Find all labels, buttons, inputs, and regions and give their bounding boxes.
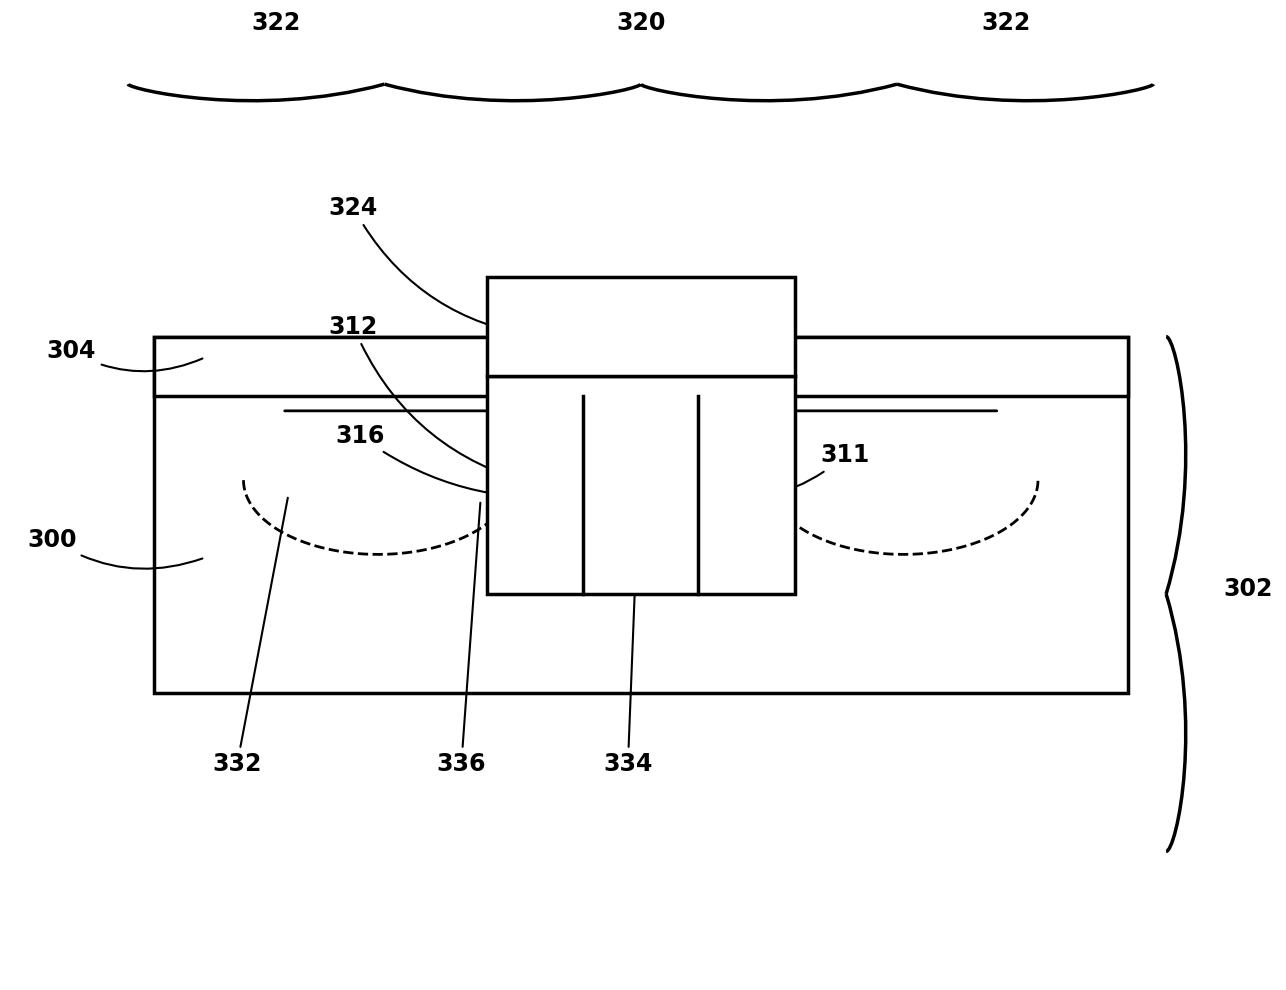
Bar [154, 337, 1128, 396]
Text: 302: 302 [1224, 577, 1273, 601]
Bar [154, 337, 1128, 693]
Bar [487, 376, 795, 594]
Text: 320: 320 [616, 11, 665, 35]
Text: 316: 316 [336, 424, 580, 498]
Text: 300: 300 [27, 528, 202, 568]
Text: 332: 332 [212, 498, 288, 776]
Text: 311: 311 [701, 444, 869, 499]
Text: 322: 322 [251, 11, 300, 35]
Text: 322: 322 [981, 11, 1030, 35]
Text: 304: 304 [46, 340, 202, 371]
Text: 324: 324 [329, 196, 535, 337]
Bar [487, 277, 795, 376]
Text: 334: 334 [603, 446, 652, 776]
Text: 336: 336 [436, 503, 486, 776]
Text: 312: 312 [329, 315, 535, 484]
